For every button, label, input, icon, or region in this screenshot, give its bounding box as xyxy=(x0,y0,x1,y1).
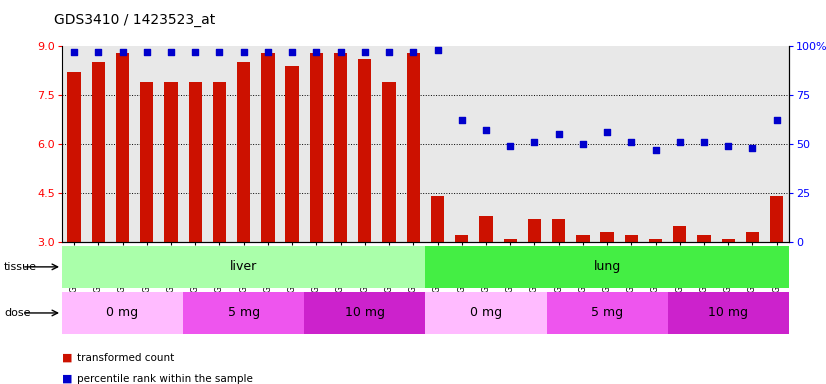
Point xyxy=(213,49,226,55)
Bar xyxy=(552,219,565,242)
Bar xyxy=(286,66,299,242)
Bar xyxy=(504,239,517,242)
Bar xyxy=(528,219,541,242)
Point xyxy=(261,49,274,55)
Bar xyxy=(547,292,667,334)
Text: 10 mg: 10 mg xyxy=(708,306,748,319)
Point xyxy=(746,145,759,151)
Point xyxy=(286,49,299,55)
Point xyxy=(601,129,614,135)
Point xyxy=(92,49,105,55)
Bar xyxy=(425,246,789,288)
Bar xyxy=(304,292,425,334)
Point xyxy=(188,49,202,55)
Bar xyxy=(188,82,202,242)
Text: lung: lung xyxy=(594,260,620,273)
Bar xyxy=(667,292,789,334)
Point xyxy=(358,49,372,55)
Bar xyxy=(722,239,735,242)
Text: transformed count: transformed count xyxy=(77,353,174,363)
Text: 0 mg: 0 mg xyxy=(107,306,139,319)
Bar xyxy=(624,235,638,242)
Point xyxy=(504,143,517,149)
Point xyxy=(479,127,492,133)
Point xyxy=(68,49,81,55)
Point xyxy=(577,141,590,147)
Point xyxy=(673,139,686,145)
Text: 10 mg: 10 mg xyxy=(344,306,385,319)
Bar xyxy=(770,196,783,242)
Text: dose: dose xyxy=(4,308,31,318)
Bar xyxy=(237,63,250,242)
Point xyxy=(116,49,129,55)
Point xyxy=(624,139,638,145)
Bar xyxy=(261,53,274,242)
Point xyxy=(528,139,541,145)
Bar xyxy=(164,82,178,242)
Bar xyxy=(358,59,372,242)
Bar xyxy=(455,235,468,242)
Bar xyxy=(310,53,323,242)
Point xyxy=(431,47,444,53)
Bar xyxy=(697,235,710,242)
Point xyxy=(455,118,468,124)
Bar xyxy=(183,292,304,334)
Bar xyxy=(382,82,396,242)
Text: 0 mg: 0 mg xyxy=(470,306,502,319)
Text: 5 mg: 5 mg xyxy=(591,306,623,319)
Text: ■: ■ xyxy=(62,374,73,384)
Text: liver: liver xyxy=(230,260,257,273)
Point xyxy=(310,49,323,55)
Point xyxy=(649,147,662,153)
Point xyxy=(164,49,178,55)
Bar xyxy=(649,239,662,242)
Bar xyxy=(140,82,154,242)
Text: percentile rank within the sample: percentile rank within the sample xyxy=(77,374,253,384)
Point xyxy=(334,49,347,55)
Bar xyxy=(406,53,420,242)
Point xyxy=(770,118,783,124)
Text: GDS3410 / 1423523_at: GDS3410 / 1423523_at xyxy=(54,13,215,27)
Bar xyxy=(673,226,686,242)
Point xyxy=(697,139,710,145)
Bar xyxy=(116,53,129,242)
Text: 5 mg: 5 mg xyxy=(228,306,259,319)
Point xyxy=(722,143,735,149)
Point xyxy=(552,131,565,137)
Bar xyxy=(425,292,547,334)
Point xyxy=(237,49,250,55)
Text: tissue: tissue xyxy=(4,262,37,272)
Bar xyxy=(479,216,492,242)
Bar xyxy=(334,53,347,242)
Bar xyxy=(68,72,81,242)
Bar xyxy=(213,82,226,242)
Bar xyxy=(431,196,444,242)
Text: ■: ■ xyxy=(62,353,73,363)
Bar xyxy=(601,232,614,242)
Point xyxy=(382,49,396,55)
Bar xyxy=(577,235,590,242)
Bar xyxy=(62,292,183,334)
Bar xyxy=(62,246,425,288)
Point xyxy=(406,49,420,55)
Bar xyxy=(746,232,759,242)
Bar xyxy=(92,63,105,242)
Point xyxy=(140,49,154,55)
